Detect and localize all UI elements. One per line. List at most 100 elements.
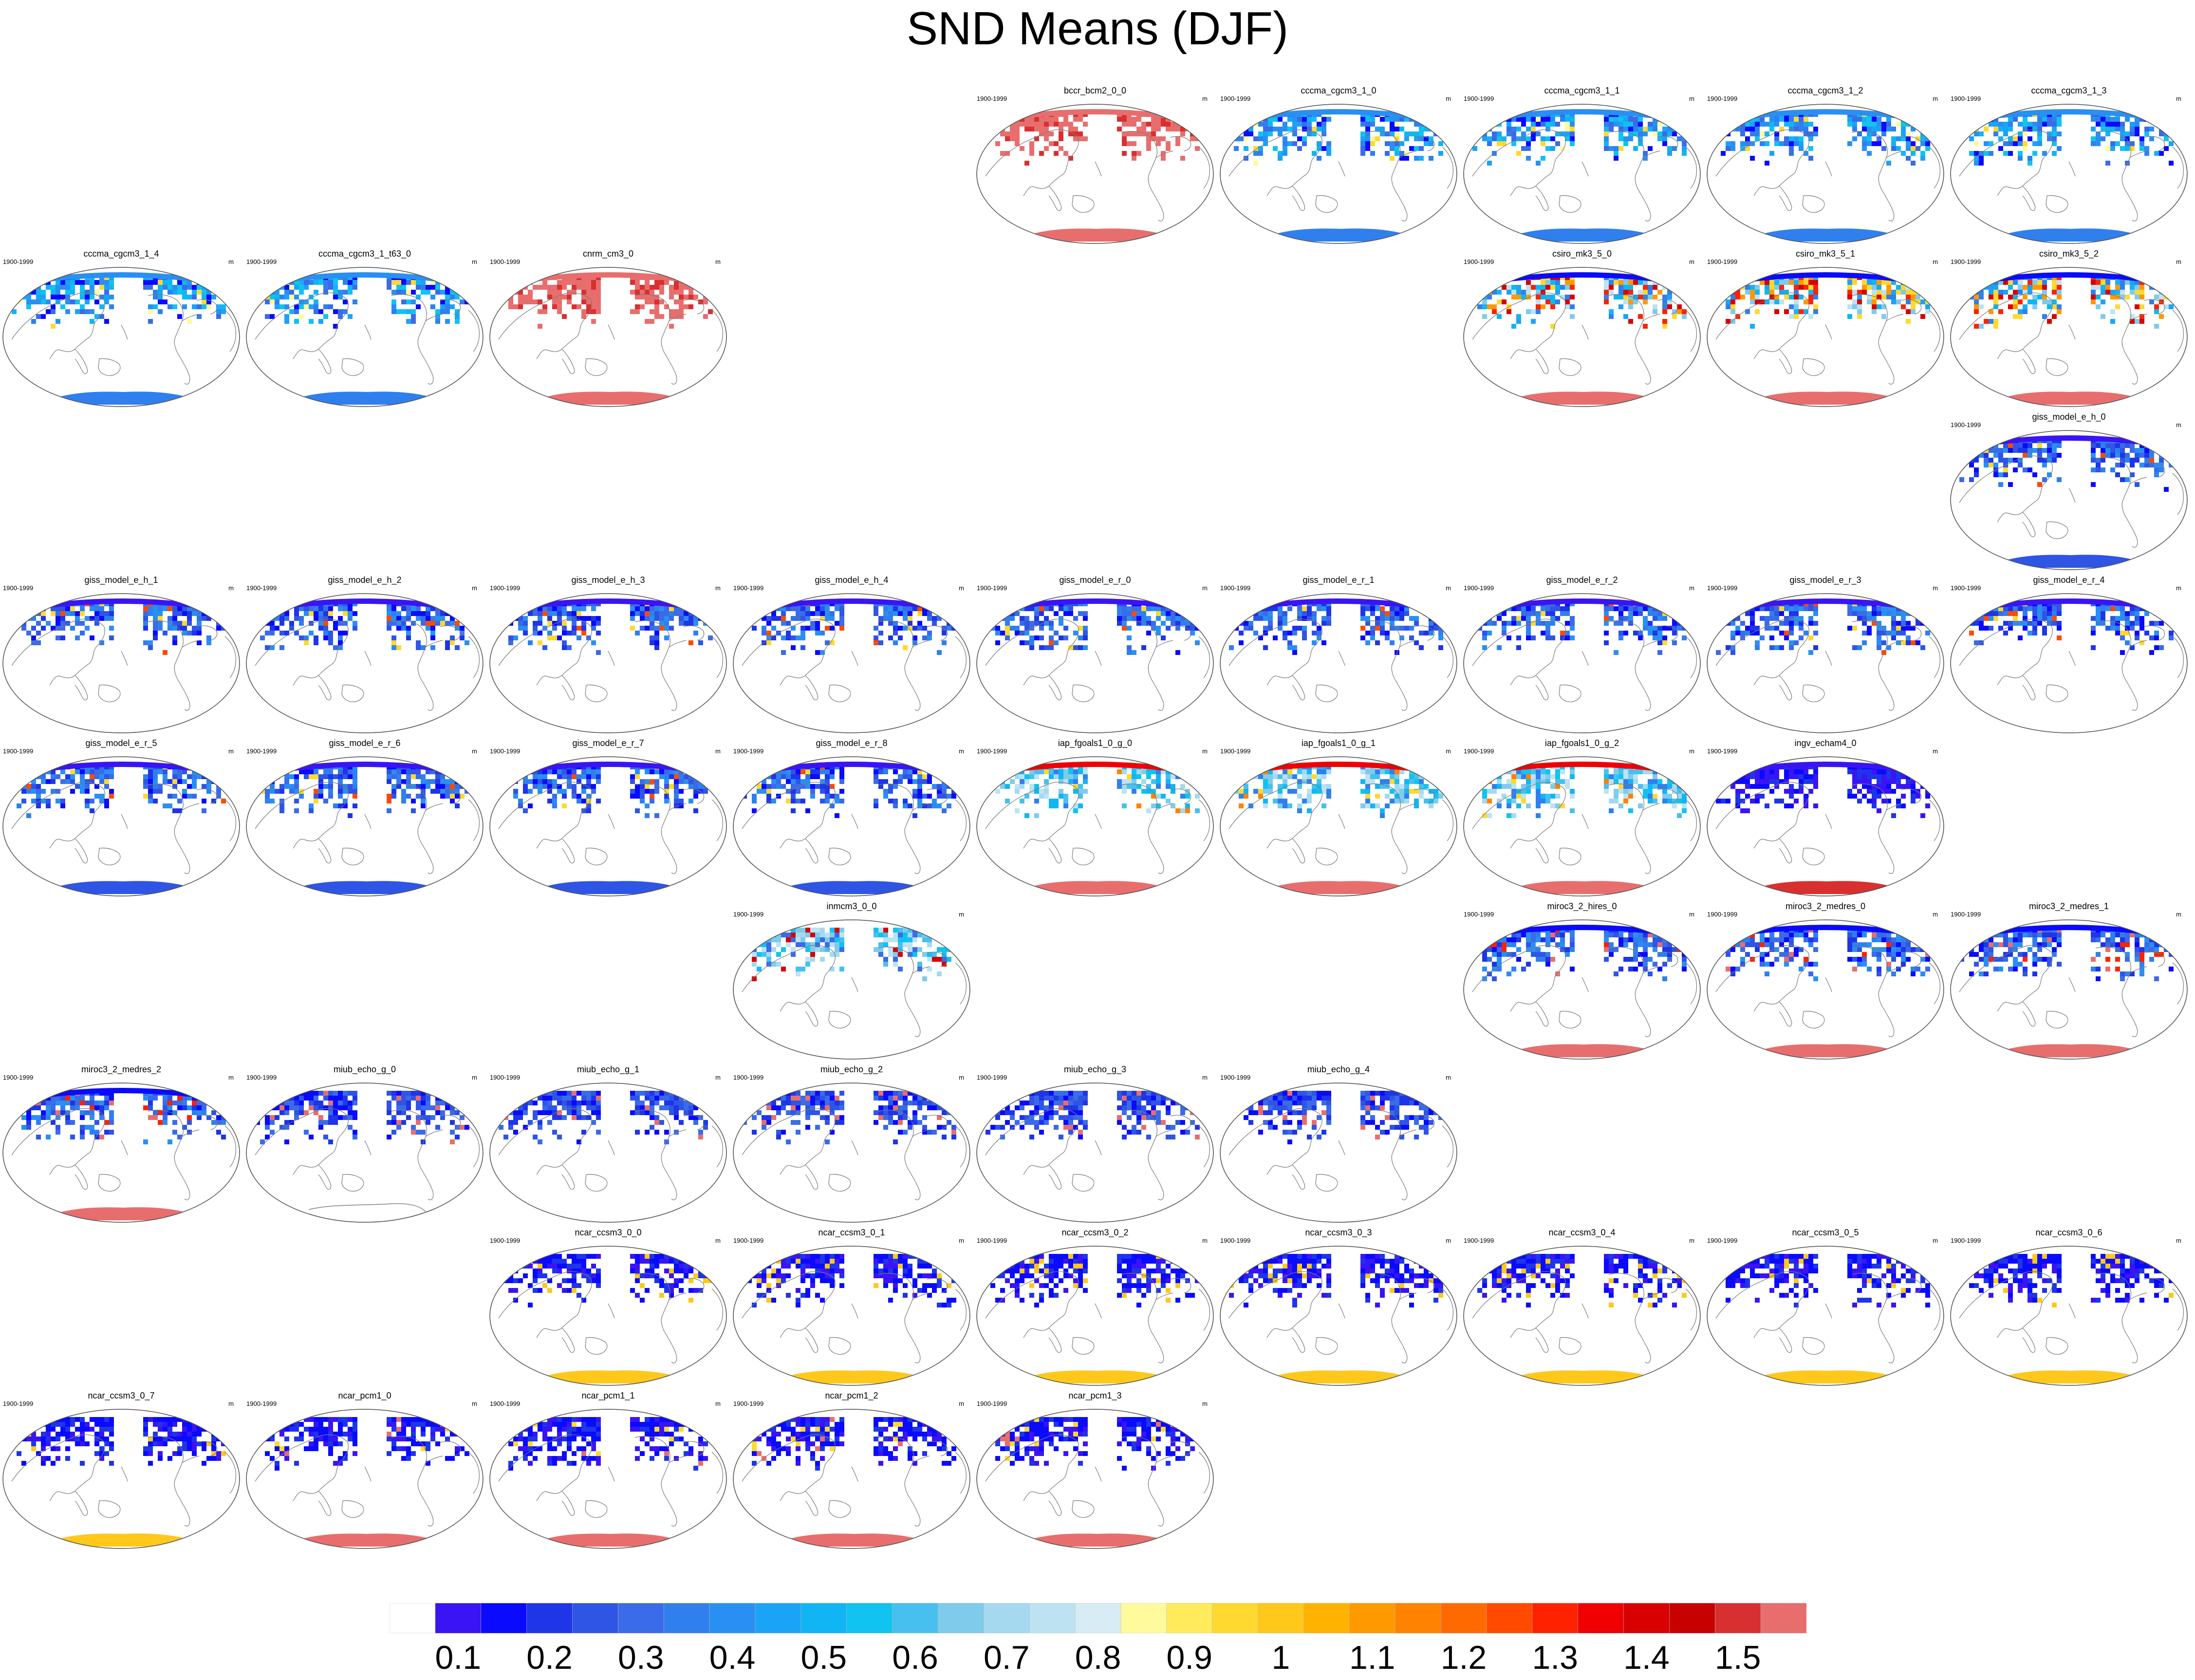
snow-cell (986, 621, 990, 626)
snow-cell (1083, 616, 1088, 621)
snow-cell (1171, 621, 1175, 626)
snow-cell (703, 606, 708, 611)
snow-cell (1390, 621, 1395, 626)
snow-cell (1044, 606, 1049, 611)
snow-cell (1799, 606, 1804, 611)
snow-cell (1911, 304, 1916, 309)
coastline (1642, 150, 1660, 158)
snow-cell (109, 295, 114, 299)
snow-cell (2052, 304, 2057, 309)
snow-cell (1312, 611, 1317, 616)
snow-cell (1029, 645, 1034, 650)
snow-cell (1657, 280, 1662, 285)
snow-cell (1492, 621, 1497, 626)
snow-cell (167, 280, 172, 285)
snow-cell (1482, 645, 1487, 650)
snow-cell (893, 626, 898, 631)
snow-cell (401, 285, 406, 290)
snow-cell (2013, 606, 2018, 611)
snow-cell (591, 285, 596, 290)
snow-cell (1000, 112, 1005, 117)
snow-cell (1253, 117, 1258, 122)
snow-cell (757, 601, 762, 606)
snow-cell (440, 280, 445, 285)
snow-cell (70, 779, 75, 784)
snow-cell (776, 601, 781, 606)
snow-cell (299, 304, 304, 309)
panel-units: m (715, 584, 721, 592)
snow-cell (1857, 616, 1862, 621)
snow-cell (1560, 295, 1565, 299)
snow-cell (1638, 117, 1643, 122)
snow-cell (2169, 117, 2174, 122)
coastline (148, 620, 190, 711)
snow-cell (2018, 290, 2023, 295)
snow-cell (1258, 611, 1263, 616)
snow-cell (2037, 458, 2042, 463)
snow-cell (1555, 299, 1560, 304)
snow-cell (2159, 606, 2164, 611)
globe-border (246, 593, 484, 733)
snow-cell (669, 290, 674, 295)
coastline (742, 618, 836, 686)
snow-cell (1628, 319, 1633, 324)
snow-cell (630, 290, 635, 295)
snow-cell (542, 285, 547, 290)
snow-cell (2047, 472, 2052, 477)
snow-cell (2057, 626, 2062, 631)
snow-cell (65, 299, 70, 304)
snow-cell (1633, 606, 1638, 611)
snow-cell (1059, 146, 1063, 151)
snow-cell (635, 280, 640, 285)
snow-cell (411, 290, 416, 295)
snow-cell (508, 601, 513, 606)
snow-cell (2003, 472, 2008, 477)
snow-cell (1984, 606, 1989, 611)
snow-cell (557, 295, 562, 299)
snow-cell (898, 635, 903, 640)
snow-cell (465, 611, 469, 616)
snow-cell (577, 285, 581, 290)
snow-cell (1365, 117, 1370, 122)
snow-cell (1648, 146, 1653, 151)
snow-cell (1618, 280, 1623, 285)
antarctica-snow (1516, 392, 1648, 405)
snow-cell (1969, 477, 1974, 482)
snow-cell (2037, 443, 2042, 448)
snow-cell (153, 295, 158, 299)
snow-cell (1136, 611, 1141, 616)
snow-cell (1789, 136, 1794, 141)
snow-cell (1998, 146, 2003, 151)
snow-cell (1989, 285, 1993, 290)
snow-cell (791, 606, 796, 611)
snow-cell (163, 803, 167, 808)
panel-title: giss_model_e_r_0 (1059, 575, 1131, 585)
snow-cell (1911, 146, 1916, 151)
snow-cell (1073, 131, 1078, 136)
snow-cell (90, 635, 94, 640)
snow-cell (202, 616, 206, 621)
snow-cell (1054, 640, 1059, 645)
snow-cell (1370, 635, 1375, 640)
snow-cell (1502, 136, 1507, 141)
snow-cell (810, 621, 815, 626)
panel-title: giss_model_e_h_3 (571, 575, 645, 585)
snow-cell (440, 309, 445, 314)
snow-cell (187, 611, 192, 616)
snow-cell (41, 601, 46, 606)
snow-cell (1565, 611, 1570, 616)
snow-cell (508, 304, 513, 309)
snow-cell (1545, 146, 1550, 151)
panel-units: m (472, 747, 477, 755)
panel-map (2, 593, 240, 733)
snow-cell (172, 290, 177, 295)
antarctica-snow (56, 392, 187, 405)
snow-cell (1964, 616, 1969, 621)
snow-cell (1360, 611, 1365, 616)
snow-cell (41, 275, 46, 280)
snow-cell (1020, 616, 1024, 621)
snow-cell (1482, 112, 1487, 117)
snow-cell (922, 601, 927, 606)
snow-cell (1565, 606, 1570, 611)
panel-title: giss_model_e_r_4 (2033, 575, 2105, 585)
